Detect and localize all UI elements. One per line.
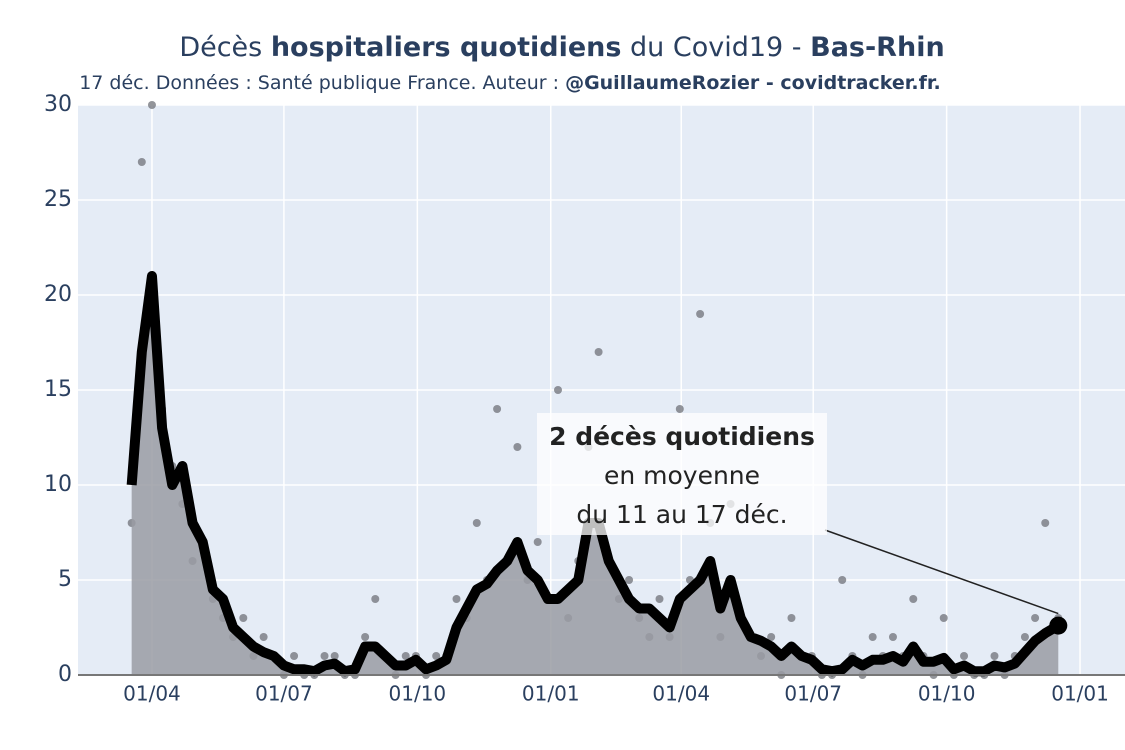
daily-dot	[594, 348, 603, 356]
y-tick-label: 0	[58, 662, 72, 687]
daily-dot	[888, 633, 897, 641]
annotation-text: du 11 au 17 déc.	[576, 500, 787, 529]
x-tick-label: 01/07	[784, 682, 842, 706]
x-tick-label: 01/04	[123, 682, 181, 706]
x-tick-label: 01/04	[652, 682, 710, 706]
y-tick-label: 5	[58, 567, 72, 592]
daily-dot	[1031, 614, 1040, 622]
daily-dot	[472, 519, 481, 527]
daily-dot	[330, 652, 339, 660]
x-tick-label: 01/01	[1051, 682, 1109, 706]
daily-dot	[553, 386, 562, 394]
daily-dot	[868, 633, 877, 641]
x-tick-label: 01/10	[918, 682, 976, 706]
daily-dot	[675, 405, 684, 413]
daily-dot	[239, 614, 248, 622]
x-tick-label: 01/07	[255, 682, 313, 706]
chart-title: Décès hospitaliers quotidiens du Covid19…	[179, 32, 944, 63]
title-part: Décès	[179, 32, 271, 63]
daily-dot	[655, 595, 664, 603]
x-tick-label: 01/10	[389, 682, 447, 706]
daily-dot	[838, 576, 847, 584]
y-tick-label: 20	[44, 282, 72, 307]
daily-dot	[909, 595, 918, 603]
daily-dot	[432, 652, 441, 660]
daily-dot	[939, 614, 948, 622]
x-tick-label: 01/01	[522, 682, 580, 706]
daily-dot	[493, 405, 502, 413]
daily-dot	[259, 633, 268, 641]
daily-dot	[137, 158, 146, 166]
title-part: hospitaliers quotidiens	[271, 32, 622, 63]
daily-dot	[452, 595, 461, 603]
daily-dot	[990, 652, 999, 660]
y-tick-label: 30	[44, 92, 72, 117]
chart-subtitle: 17 déc. Données : Santé publique France.…	[79, 72, 941, 94]
daily-dot	[625, 576, 634, 584]
y-tick-label: 10	[44, 472, 72, 497]
daily-dot	[371, 595, 380, 603]
daily-dot	[767, 633, 776, 641]
daily-dot	[361, 633, 370, 641]
daily-dot	[787, 614, 796, 622]
y-tick-label: 15	[44, 377, 72, 402]
daily-dot	[533, 538, 542, 546]
daily-dot	[696, 310, 705, 318]
daily-dot	[290, 652, 299, 660]
annotation-box	[537, 413, 827, 535]
average-area	[131, 276, 1059, 675]
daily-dot	[401, 652, 410, 660]
title-part: Bas-Rhin	[810, 32, 945, 63]
subtitle-part: @GuillaumeRozier - covidtracker.fr.	[565, 72, 941, 94]
annotation-arrow	[824, 529, 1059, 615]
last-point	[1049, 616, 1068, 635]
annotation-text: en moyenne	[604, 461, 760, 490]
daily-dot	[960, 652, 969, 660]
y-tick-label: 25	[44, 187, 72, 212]
daily-dot	[513, 443, 522, 451]
subtitle-part: 17 déc. Données : Santé publique France.…	[79, 72, 565, 94]
daily-dot	[1020, 633, 1029, 641]
annotation-text: 2 décès quotidiens	[549, 422, 815, 451]
daily-dot	[320, 652, 329, 660]
daily-dot	[1041, 519, 1050, 527]
title-part: du Covid19 -	[621, 32, 810, 63]
daily-dot	[147, 101, 156, 109]
